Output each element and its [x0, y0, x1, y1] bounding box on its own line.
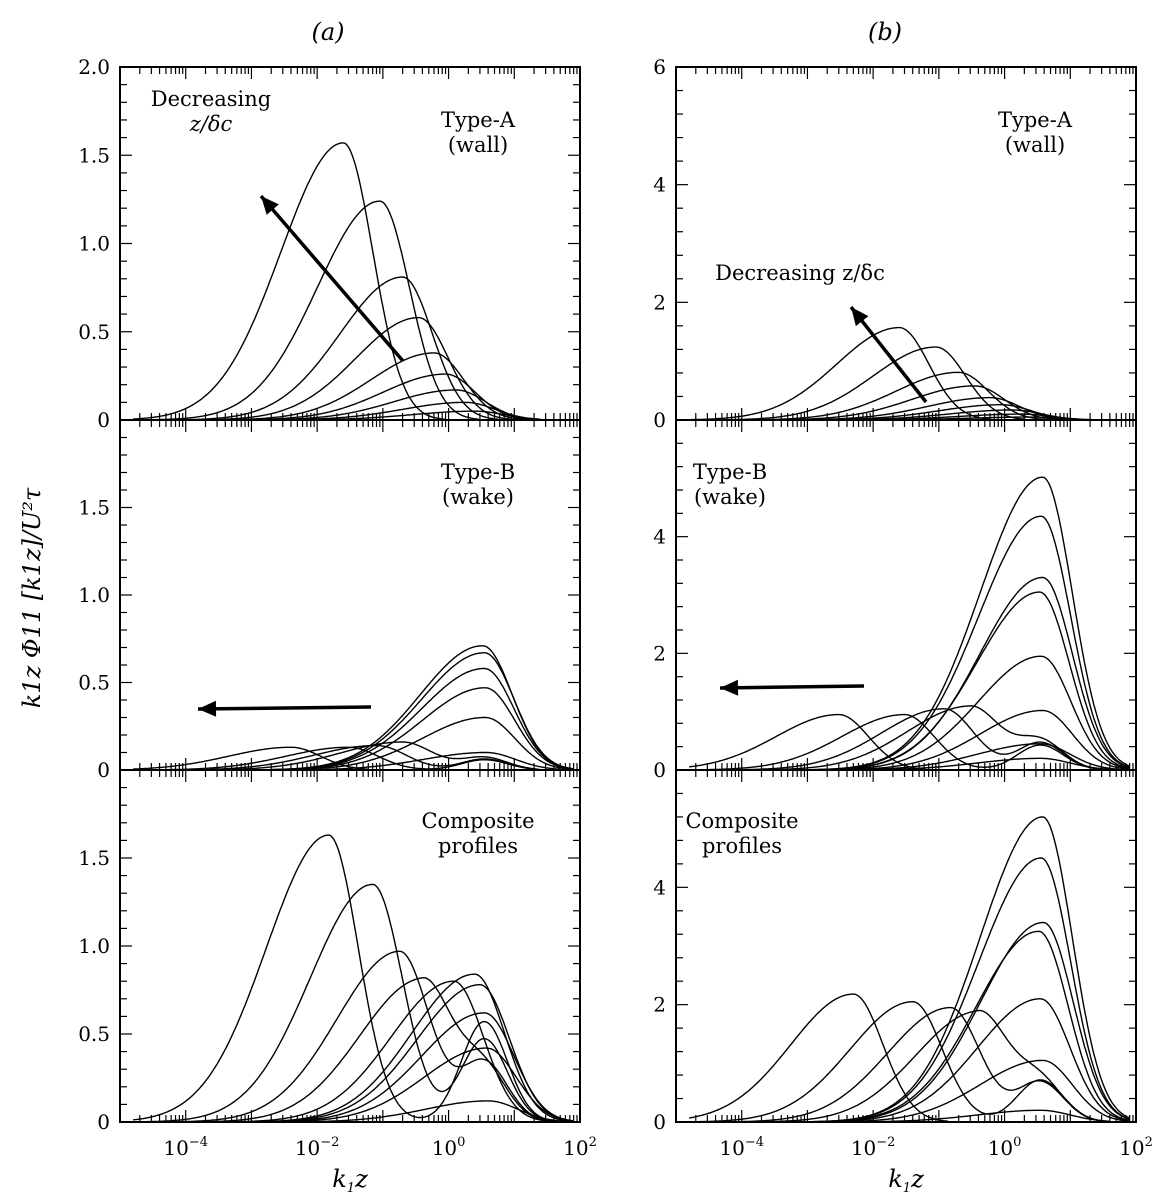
y-tick-label: 4 — [653, 875, 666, 899]
trend-arrow — [259, 194, 405, 363]
profile-curve — [133, 883, 556, 1123]
profile-curve — [689, 1109, 1110, 1123]
profile-curve — [689, 993, 949, 1122]
profile-curve — [133, 746, 537, 771]
profile-curve — [133, 1012, 574, 1123]
profile-curve — [133, 652, 574, 771]
y-tick-label: 0 — [653, 1110, 666, 1134]
trend-annotation-variable: z/δc — [189, 112, 233, 136]
profile-curve — [133, 142, 445, 420]
x-tick-label: 10−4 — [163, 1135, 208, 1160]
y-tick-label: 2 — [653, 993, 666, 1017]
profile-curve — [689, 921, 1130, 1123]
y-tick-label: 0.5 — [78, 1022, 110, 1046]
x-tick-label: 10−2 — [295, 1135, 340, 1160]
panel-subtitle: (wall) — [448, 133, 508, 157]
profile-curve — [689, 346, 1026, 421]
profile-curve — [133, 352, 523, 421]
profile-curve — [689, 476, 1130, 771]
profile-curve — [133, 1100, 565, 1123]
x-tick-label: 10−4 — [719, 1135, 764, 1160]
y-tick-label: 1.0 — [78, 934, 110, 958]
panel-b1: 0 2 4 Type-B(wake) — [653, 419, 1137, 782]
panel-subtitle: (wall) — [1005, 133, 1065, 157]
profile-curve — [689, 326, 992, 421]
panels: 00.51.01.52.0Type-A(wall)Decreasingz/δc0… — [78, 55, 1153, 1160]
profile-curve — [689, 1006, 1105, 1123]
panel-title: Composite — [421, 809, 534, 833]
profile-curve — [133, 834, 557, 1122]
y-tick-label: 2 — [653, 641, 666, 665]
panel-title: Type-B — [693, 460, 767, 484]
panel-subtitle: profiles — [438, 834, 518, 858]
profile-curve — [133, 746, 369, 770]
trend-arrow-head — [261, 196, 279, 215]
y-tick-label: 4 — [653, 173, 666, 197]
trend-arrow — [849, 305, 928, 404]
y-tick-label: 4 — [653, 525, 666, 549]
panel-subtitle: (wake) — [694, 485, 766, 509]
panel-a2: 0 0.5 1.0 1.5 10−4 10−2 100 102 Compositeprofile… — [78, 769, 597, 1160]
trend-annotation: Decreasing — [151, 87, 271, 111]
trend-arrow — [197, 705, 372, 711]
profile-curve — [133, 984, 574, 1123]
column-label-a: (a) — [311, 18, 344, 46]
panel-title: Type-A — [441, 108, 516, 132]
y-tick-label: 1.0 — [78, 232, 110, 256]
y-tick-label: 0 — [653, 408, 666, 432]
x-tick-label: 10−2 — [851, 1135, 896, 1160]
y-tick-label: 2 — [653, 290, 666, 314]
x-tick-label: 102 — [1119, 1135, 1153, 1160]
trend-arrow-head — [720, 679, 739, 696]
x-axis-title-b: k1z — [888, 1165, 924, 1196]
profile-curve — [689, 713, 926, 770]
y-tick-label: 1.5 — [78, 143, 110, 167]
y-tick-label: 2.0 — [78, 55, 110, 79]
panel-title: Composite — [685, 809, 798, 833]
panel-subtitle: profiles — [702, 834, 782, 858]
y-tick-label: 6 — [653, 55, 666, 79]
trend-arrow-head — [198, 700, 217, 717]
y-tick-label: 0 — [97, 408, 110, 432]
y-tick-label: 1.0 — [78, 583, 110, 607]
profile-curve — [133, 950, 553, 1123]
profile-curve — [133, 973, 571, 1123]
panel-title: Type-A — [998, 108, 1073, 132]
y-axis-title: k1z Φ11 [k1z]/U²τ — [18, 487, 46, 708]
panel-b0: 0 2 4 6 Type-A(wall) Decreasing z/δc — [653, 55, 1137, 432]
profile-curve — [689, 713, 1101, 771]
y-tick-label: 0.5 — [78, 320, 110, 344]
profile-curve — [689, 998, 1130, 1123]
trend-arrow — [719, 684, 865, 690]
profile-curve — [133, 200, 479, 421]
x-tick-label: 100 — [432, 1135, 466, 1160]
x-tick-label: 102 — [563, 1135, 597, 1160]
trend-annotation: Decreasing z/δc — [715, 261, 885, 285]
trend-arrow-head — [851, 307, 869, 327]
y-axis-title-text: k1z Φ11 [k1z]/U²τ — [18, 487, 46, 708]
y-tick-label: 0 — [97, 758, 110, 782]
x-axis-title-a: k1z — [332, 1165, 368, 1196]
panel-subtitle: (wake) — [442, 485, 514, 509]
panel-frame — [675, 769, 1137, 1123]
panel-title: Type-B — [441, 460, 515, 484]
y-tick-label: 0.5 — [78, 671, 110, 695]
panel-a1: 0 0.5 1.0 1.5 Type-B(wake) — [78, 419, 581, 782]
x-tick-label: 100 — [988, 1135, 1022, 1160]
y-tick-label: 0 — [653, 758, 666, 782]
y-tick-label: 1.5 — [78, 496, 110, 520]
column-label-b: (b) — [868, 18, 902, 46]
y-tick-label: 1.5 — [78, 846, 110, 870]
y-tick-label: 0 — [97, 1110, 110, 1134]
profile-curve — [689, 1009, 1105, 1123]
profile-curve — [689, 816, 1130, 1123]
